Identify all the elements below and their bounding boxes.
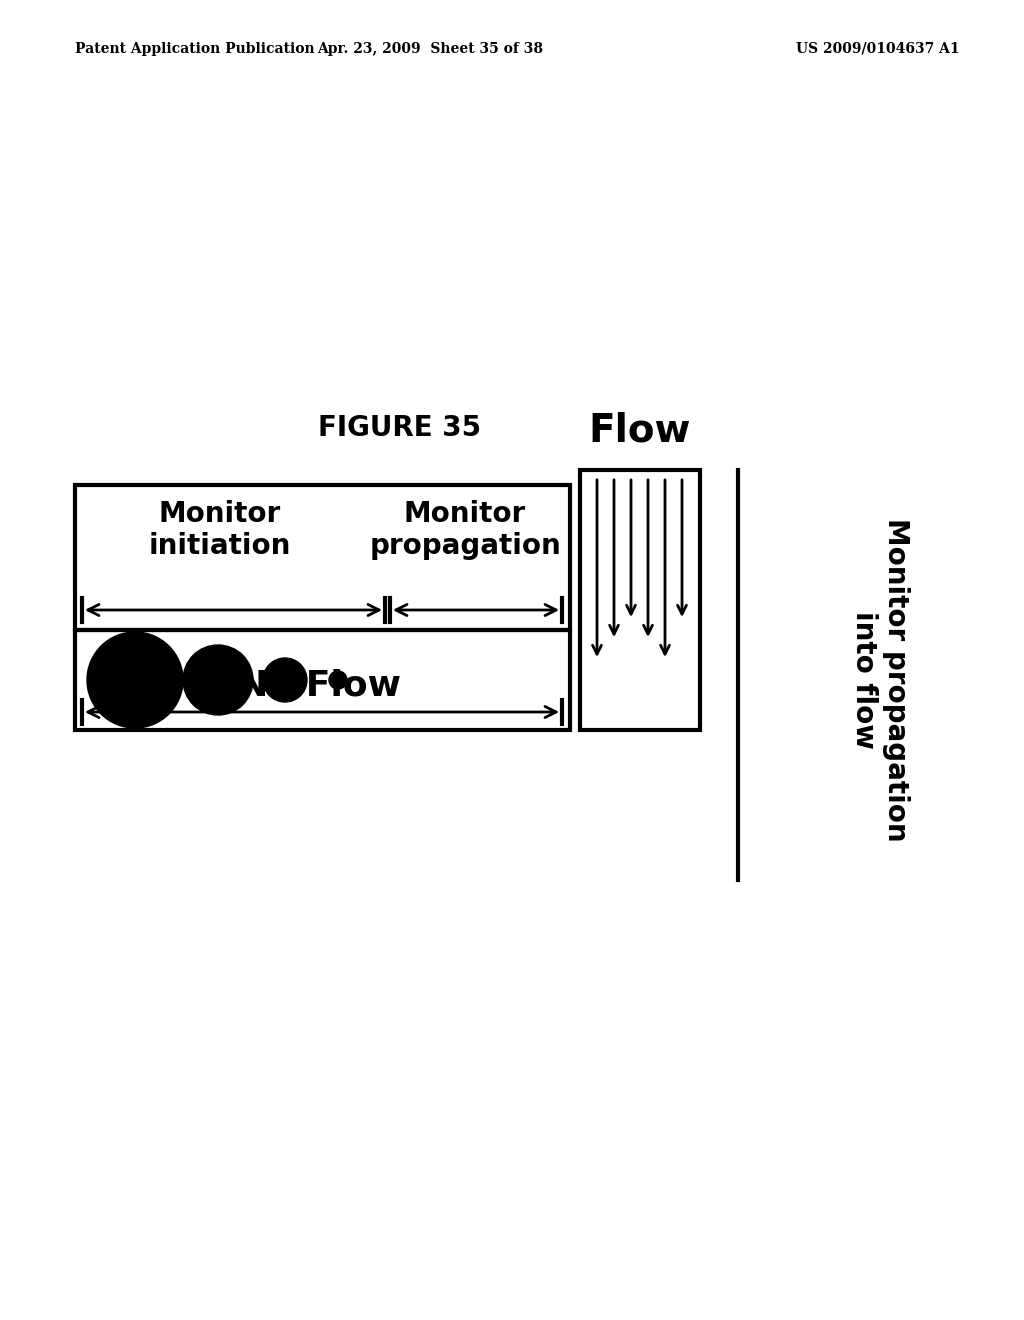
Circle shape [329, 671, 347, 689]
Circle shape [263, 657, 307, 702]
Text: Flow: Flow [589, 412, 691, 450]
Text: Monitor propagation
into flow: Monitor propagation into flow [850, 519, 910, 842]
Text: Monitor
propagation: Monitor propagation [369, 500, 561, 561]
Text: Patent Application Publication: Patent Application Publication [75, 42, 314, 55]
Circle shape [183, 645, 253, 715]
Bar [75, 630, 570, 730]
Text: No Flow: No Flow [239, 668, 401, 702]
Circle shape [87, 632, 183, 729]
Text: Apr. 23, 2009  Sheet 35 of 38: Apr. 23, 2009 Sheet 35 of 38 [317, 42, 543, 55]
Bar [580, 470, 700, 730]
Text: Monitor
initiation: Monitor initiation [148, 500, 291, 561]
Bar [75, 484, 570, 630]
Text: US 2009/0104637 A1: US 2009/0104637 A1 [797, 42, 961, 55]
Text: FIGURE 35: FIGURE 35 [318, 414, 481, 442]
